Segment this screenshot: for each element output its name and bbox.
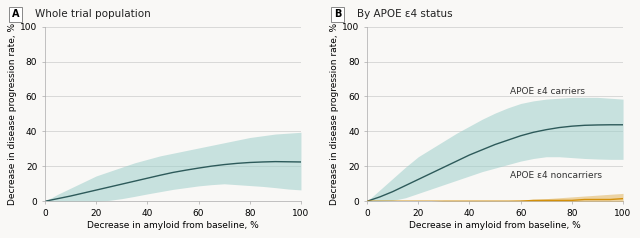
Text: B: B	[334, 9, 341, 19]
Text: A: A	[12, 9, 19, 19]
Y-axis label: Decrease in disease progression rate, %: Decrease in disease progression rate, %	[330, 23, 339, 205]
Text: APOE ε4 noncarriers: APOE ε4 noncarriers	[511, 171, 602, 179]
Text: By APOE ε4 status: By APOE ε4 status	[357, 9, 452, 19]
Text: Whole trial population: Whole trial population	[35, 9, 150, 19]
X-axis label: Decrease in amyloid from baseline, %: Decrease in amyloid from baseline, %	[409, 221, 581, 230]
Text: APOE ε4 carriers: APOE ε4 carriers	[511, 87, 586, 96]
X-axis label: Decrease in amyloid from baseline, %: Decrease in amyloid from baseline, %	[87, 221, 259, 230]
Y-axis label: Decrease in disease progression rate, %: Decrease in disease progression rate, %	[8, 23, 17, 205]
